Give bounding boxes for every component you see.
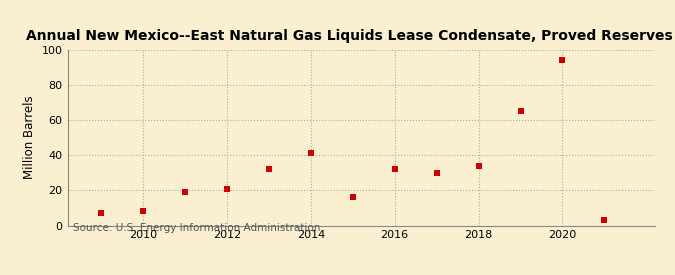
Point (305, 151, 316, 156)
Point (473, 163, 484, 168)
Point (96, 211, 107, 215)
Point (557, 58, 568, 62)
Point (348, 195, 358, 200)
Point (180, 190, 190, 194)
Point (431, 170, 442, 175)
Point (221, 186, 232, 191)
Y-axis label: Million Barrels: Million Barrels (23, 96, 36, 179)
Text: Annual New Mexico--East Natural Gas Liquids Lease Condensate, Proved Reserves De: Annual New Mexico--East Natural Gas Liqu… (26, 29, 675, 43)
Point (138, 209, 148, 214)
Text: Source: U.S. Energy Information Administration: Source: U.S. Energy Information Administ… (74, 222, 321, 233)
Point (263, 167, 274, 171)
Point (389, 167, 400, 171)
Point (599, 218, 610, 222)
Point (515, 109, 526, 113)
